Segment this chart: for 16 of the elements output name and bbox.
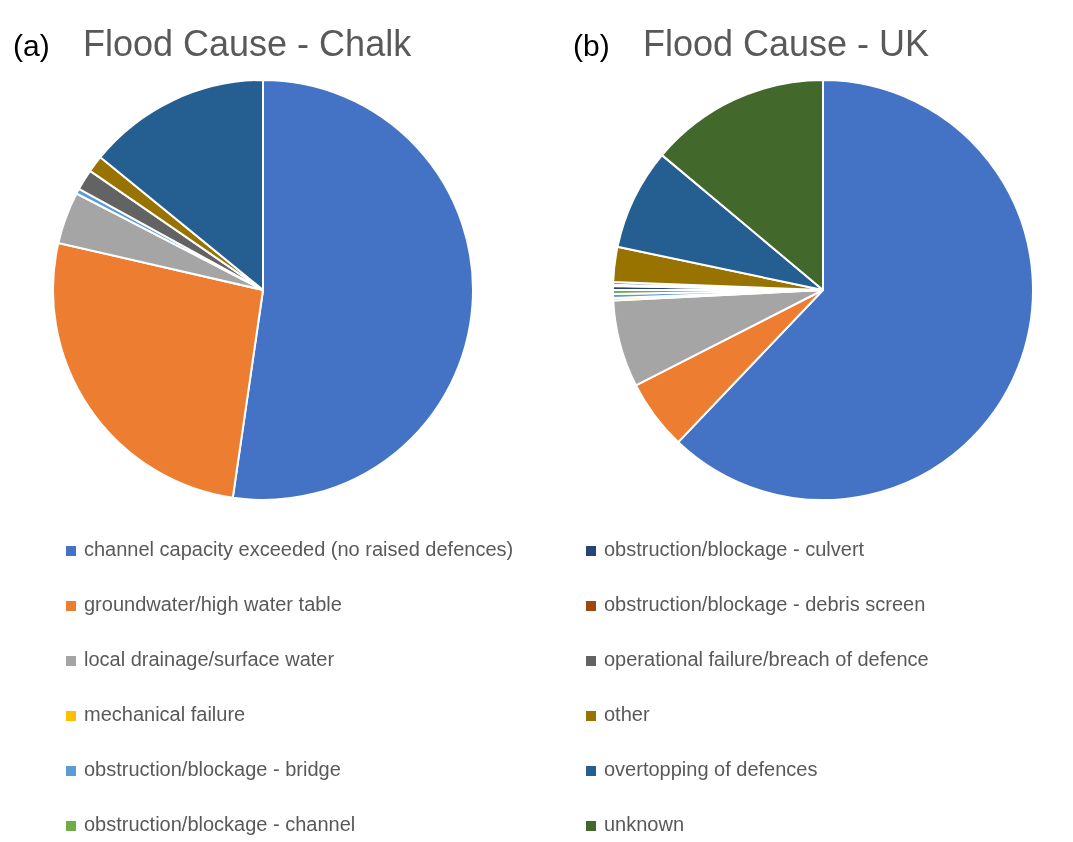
legend-label: local drainage/surface water [84,648,335,670]
legend-label: unknown [604,813,685,835]
legend-label: other [604,703,650,725]
text: (a) [13,29,50,62]
legend-label: obstruction/blockage - debris screen [604,593,926,615]
legend-label: channel capacity exceeded (no raised defences) [84,538,514,560]
chart-title: Flood Cause - Chalk [83,23,413,64]
legend-label: operational failure/breach of defence [604,648,929,670]
legend-label: mechanical failure [84,703,246,725]
legend-label: obstruction/blockage - culvert [604,538,865,560]
text: (b) [573,29,610,62]
legend-label: overtopping of defences [604,758,818,780]
legend-label: obstruction/blockage - channel [84,813,356,835]
chart-title: Flood Cause - UK [643,23,930,64]
legend-label: groundwater/high water table [84,593,342,615]
legend-label: obstruction/blockage - bridge [84,758,341,780]
